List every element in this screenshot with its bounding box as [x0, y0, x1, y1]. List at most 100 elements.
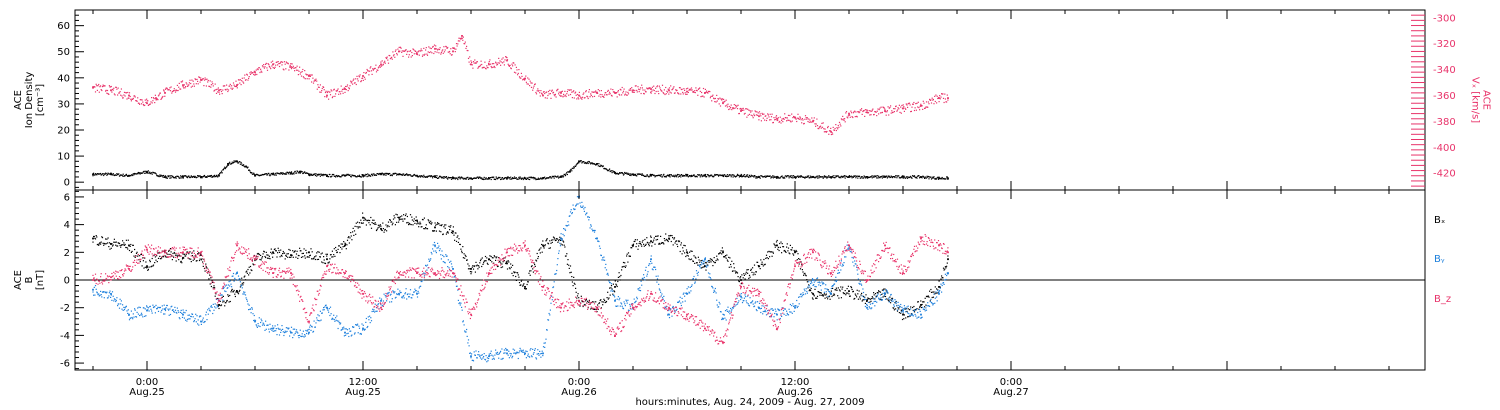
ion-density-sample	[176, 175, 178, 177]
vx-sample	[944, 93, 946, 95]
vx-sample	[384, 62, 386, 64]
vx-sample	[920, 103, 922, 105]
vx-sample	[705, 91, 707, 93]
vx-sample	[610, 88, 612, 90]
bx-sample	[275, 250, 277, 252]
bx-sample	[397, 216, 399, 218]
bx-sample	[560, 243, 562, 245]
ion-density-sample	[104, 173, 106, 175]
vx-sample	[242, 81, 244, 83]
ion-density-sample	[281, 172, 283, 174]
vx-sample	[806, 118, 808, 120]
vx-sample	[618, 93, 620, 95]
vx-sample	[353, 78, 355, 80]
vx-sample	[867, 112, 870, 114]
bx-sample	[413, 218, 415, 220]
ion-density-sample	[595, 164, 597, 166]
bx-sample	[677, 245, 679, 248]
ion-density-point	[506, 177, 508, 180]
bx-sample	[455, 232, 457, 234]
vx-sample	[164, 88, 167, 90]
ion-density-sample	[304, 171, 306, 173]
by-sample	[331, 318, 333, 320]
bx-sample	[368, 222, 370, 224]
vx-sample	[650, 91, 652, 93]
by-sample	[423, 272, 425, 274]
bx-sample	[859, 298, 861, 300]
bx-sample	[932, 296, 934, 298]
by-sample	[418, 287, 420, 289]
bx-sample	[736, 272, 739, 274]
ion-density-sample	[836, 175, 838, 177]
bx-sample	[920, 300, 922, 302]
vx-sample	[341, 90, 343, 92]
ion-density-sample	[359, 176, 361, 178]
ion-density-sample	[634, 174, 636, 176]
bx-sample	[284, 258, 286, 260]
bx-sample	[883, 288, 885, 290]
bx-sample	[741, 274, 743, 276]
vx-sample	[430, 51, 432, 53]
bx-sample	[273, 252, 275, 254]
vx-sample	[663, 89, 665, 91]
ion-density-sample	[932, 177, 934, 179]
vx-sample	[94, 91, 97, 93]
ion-density-sample	[320, 173, 322, 175]
by-sample	[164, 313, 166, 315]
ion-density-sample	[500, 178, 502, 180]
bx-sample	[809, 289, 811, 291]
by-sample	[379, 297, 381, 299]
ion-density-sample	[804, 177, 806, 179]
ion-density-sample	[786, 176, 788, 178]
vx-sample	[685, 93, 687, 95]
by-point	[452, 268, 454, 270]
bx-sample	[836, 289, 838, 291]
ion-density-sample	[280, 172, 282, 174]
ion-density-sample	[495, 176, 497, 178]
bx-sample	[904, 308, 906, 310]
vx-sample	[658, 85, 660, 87]
vx-sample	[358, 76, 361, 78]
vx-sample	[411, 55, 413, 57]
by-sample	[306, 332, 308, 335]
bx-sample	[264, 255, 266, 258]
ion-density-sample	[401, 173, 403, 176]
vx-sample	[714, 97, 716, 100]
by-sample	[173, 311, 175, 313]
by-sample	[399, 292, 401, 294]
vx-sample	[392, 51, 394, 53]
vx-sample	[877, 108, 879, 110]
bx-sample	[634, 240, 636, 242]
bx-sample	[479, 260, 482, 262]
bx-sample	[234, 293, 236, 295]
vx-sample	[129, 95, 131, 98]
vx-sample	[211, 81, 213, 83]
bx-sample	[768, 250, 770, 252]
bx-sample	[825, 294, 827, 296]
bx-sample	[780, 241, 782, 243]
vx-sample	[120, 94, 122, 96]
bx-sample	[305, 249, 307, 251]
bx-sample	[254, 259, 256, 262]
tick-label: -400	[1433, 143, 1456, 154]
bx-sample	[747, 269, 749, 271]
bx-point	[434, 226, 436, 229]
bx-sample	[243, 276, 245, 278]
bx-sample	[548, 247, 550, 249]
vx-sample	[222, 89, 224, 91]
vx-sample	[172, 90, 174, 92]
ion-density-sample	[922, 175, 924, 177]
bx-sample	[343, 241, 345, 243]
ion-density-sample	[517, 178, 519, 180]
vx-sample	[695, 87, 697, 89]
vx-sample	[138, 102, 140, 104]
vx-sample	[324, 96, 326, 98]
ion-density-sample	[242, 164, 244, 167]
bx-sample	[165, 256, 167, 258]
ion-density-sample	[299, 170, 301, 173]
vx-sample	[883, 107, 885, 109]
bx-sample	[340, 246, 342, 248]
vx-sample	[936, 102, 938, 104]
bx-sample	[536, 252, 538, 255]
